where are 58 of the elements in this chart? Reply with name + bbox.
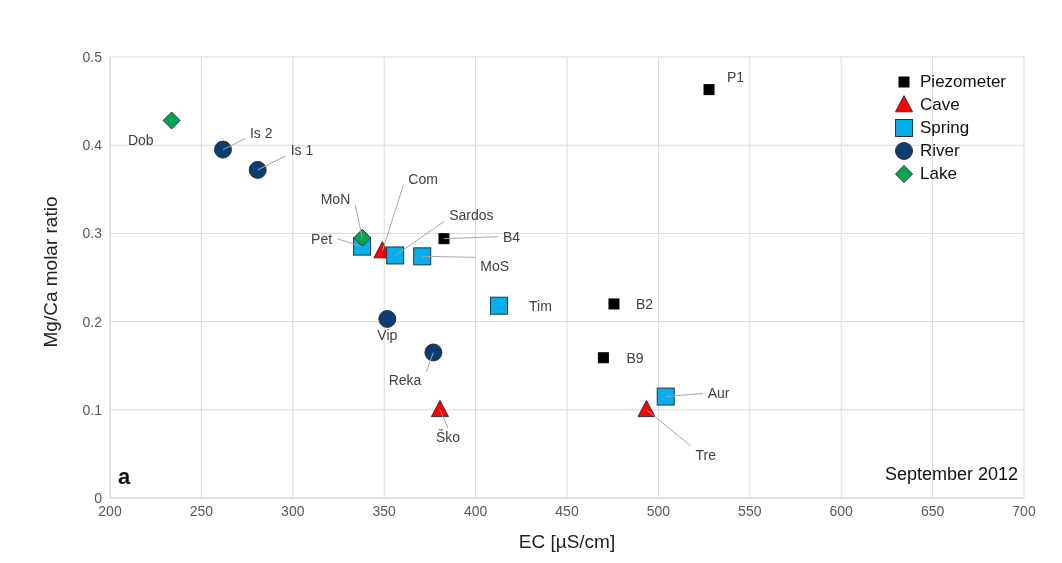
x-tick-label: 550 bbox=[738, 502, 762, 519]
x-axis-title: EC [µS/cm] bbox=[518, 531, 616, 552]
annotation: B4 bbox=[502, 228, 521, 245]
annotation: Sardos bbox=[449, 207, 494, 224]
point bbox=[490, 296, 508, 315]
annotation: Ško bbox=[435, 428, 461, 445]
legend-label: Lake bbox=[920, 163, 957, 185]
point bbox=[430, 399, 449, 418]
annotation: Dob bbox=[127, 132, 154, 149]
annotation: MoS bbox=[480, 258, 510, 275]
legend-label: Cave bbox=[920, 94, 960, 116]
x-tick-label: 500 bbox=[646, 502, 671, 519]
x-tick-label: 650 bbox=[920, 502, 945, 519]
point bbox=[438, 233, 450, 245]
y-tick-label: 0.4 bbox=[82, 137, 103, 154]
x-tick-label: 300 bbox=[281, 502, 305, 519]
point bbox=[162, 111, 181, 130]
legend-label: River bbox=[920, 140, 960, 162]
annotation: MoN bbox=[320, 190, 351, 207]
point bbox=[386, 246, 405, 265]
legend-label: Spring bbox=[920, 117, 970, 139]
annotation: Is 2 bbox=[249, 124, 273, 141]
point bbox=[608, 298, 620, 310]
point bbox=[656, 387, 675, 406]
x-tick-label: 350 bbox=[372, 502, 397, 519]
annotation: Tre bbox=[695, 446, 717, 463]
annotation: P1 bbox=[727, 68, 745, 85]
annotation: Pet bbox=[311, 230, 333, 247]
point bbox=[213, 140, 232, 159]
x-tick-label: 700 bbox=[1012, 502, 1036, 519]
x-tick-label: 450 bbox=[555, 502, 579, 519]
annotation: Is 1 bbox=[290, 141, 314, 158]
annotation: Vip bbox=[377, 326, 398, 343]
point bbox=[413, 247, 432, 266]
annotation: a bbox=[118, 464, 131, 490]
annotation: September 2012 bbox=[884, 464, 1018, 485]
annotation: Aur bbox=[707, 385, 730, 402]
x-tick-label: 400 bbox=[463, 502, 488, 519]
annotation: Com bbox=[408, 170, 438, 187]
legend-label: Piezometer bbox=[920, 71, 1006, 93]
x-tick-label: 600 bbox=[829, 502, 854, 519]
annotation: Reka bbox=[388, 372, 422, 389]
y-axis-title: Mg/Ca molar ratio bbox=[39, 196, 61, 348]
y-tick-label: 0.1 bbox=[82, 401, 103, 418]
point bbox=[424, 343, 443, 362]
y-tick-label: 0.5 bbox=[82, 48, 103, 65]
x-tick-label: 250 bbox=[189, 502, 214, 519]
point bbox=[597, 352, 609, 364]
point bbox=[353, 228, 372, 247]
point bbox=[378, 309, 397, 328]
point bbox=[637, 399, 656, 418]
annotation: B2 bbox=[635, 295, 654, 312]
y-tick-label: 0.3 bbox=[82, 225, 103, 242]
y-tick-label: 0.2 bbox=[82, 313, 103, 330]
annotation: B9 bbox=[626, 349, 644, 366]
point bbox=[248, 160, 267, 179]
point bbox=[703, 84, 715, 96]
annotation: Tim bbox=[529, 297, 552, 314]
